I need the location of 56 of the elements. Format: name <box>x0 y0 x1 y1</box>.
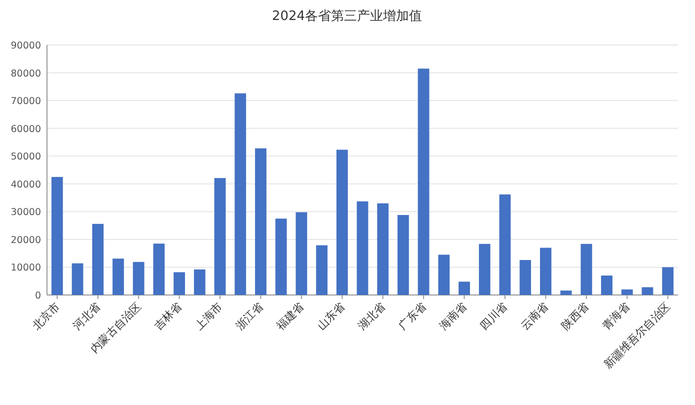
bar <box>132 262 144 295</box>
y-tick-label: 80000 <box>10 68 41 80</box>
bar <box>642 287 654 295</box>
bar <box>478 244 490 295</box>
x-tick-label: 云南省 <box>518 300 551 332</box>
bar <box>234 93 246 295</box>
bar <box>214 178 226 295</box>
bar <box>601 276 612 295</box>
x-tick-label: 河北省 <box>70 300 104 332</box>
bar <box>194 269 206 295</box>
x-tick-label: 四川省 <box>478 300 510 332</box>
x-tick-label: 湖北省 <box>355 300 388 332</box>
bar <box>72 263 84 295</box>
bar <box>92 224 104 295</box>
y-tick-label: 20000 <box>10 234 41 246</box>
x-tick-label: 福建省 <box>274 300 307 332</box>
bar <box>112 258 124 295</box>
x-tick-label: 北京市 <box>30 300 62 332</box>
bar <box>398 215 409 295</box>
bar <box>418 68 430 295</box>
bar <box>255 148 266 295</box>
bar <box>51 176 63 295</box>
bar <box>499 194 511 295</box>
bar <box>356 201 368 295</box>
x-tick-label: 浙江省 <box>233 300 266 332</box>
x-tick-label: 上海市 <box>192 300 226 332</box>
bar <box>520 260 532 295</box>
y-tick-label: 0 <box>34 290 41 302</box>
x-tick-label: 青海省 <box>600 300 632 332</box>
bar <box>560 290 572 295</box>
bar <box>580 244 592 295</box>
x-tick-label: 吉林省 <box>152 300 184 332</box>
bar <box>540 248 552 295</box>
x-tick-label: 广东省 <box>396 300 429 332</box>
bar <box>621 289 633 295</box>
y-tick-label: 40000 <box>10 179 41 190</box>
bar <box>316 245 328 295</box>
y-tick-label: 10000 <box>10 262 41 274</box>
bar <box>296 212 308 295</box>
bar <box>336 150 348 295</box>
bar <box>662 267 674 295</box>
bar <box>275 218 287 295</box>
y-tick-label: 50000 <box>10 152 41 163</box>
bar <box>174 272 186 295</box>
y-tick-label: 60000 <box>10 124 41 135</box>
y-tick-label: 70000 <box>10 96 41 108</box>
bar <box>438 254 450 295</box>
x-tick-label: 陕西省 <box>559 300 592 332</box>
x-tick-label: 山东省 <box>314 300 348 332</box>
x-tick-label: 海南省 <box>436 300 470 332</box>
y-tick-label: 30000 <box>10 207 41 218</box>
bar <box>153 244 165 295</box>
y-tick-label: 90000 <box>10 40 41 52</box>
bar <box>377 203 389 295</box>
bar <box>458 282 470 295</box>
chart-title: 2024各省第三产业增加值 <box>272 9 422 24</box>
